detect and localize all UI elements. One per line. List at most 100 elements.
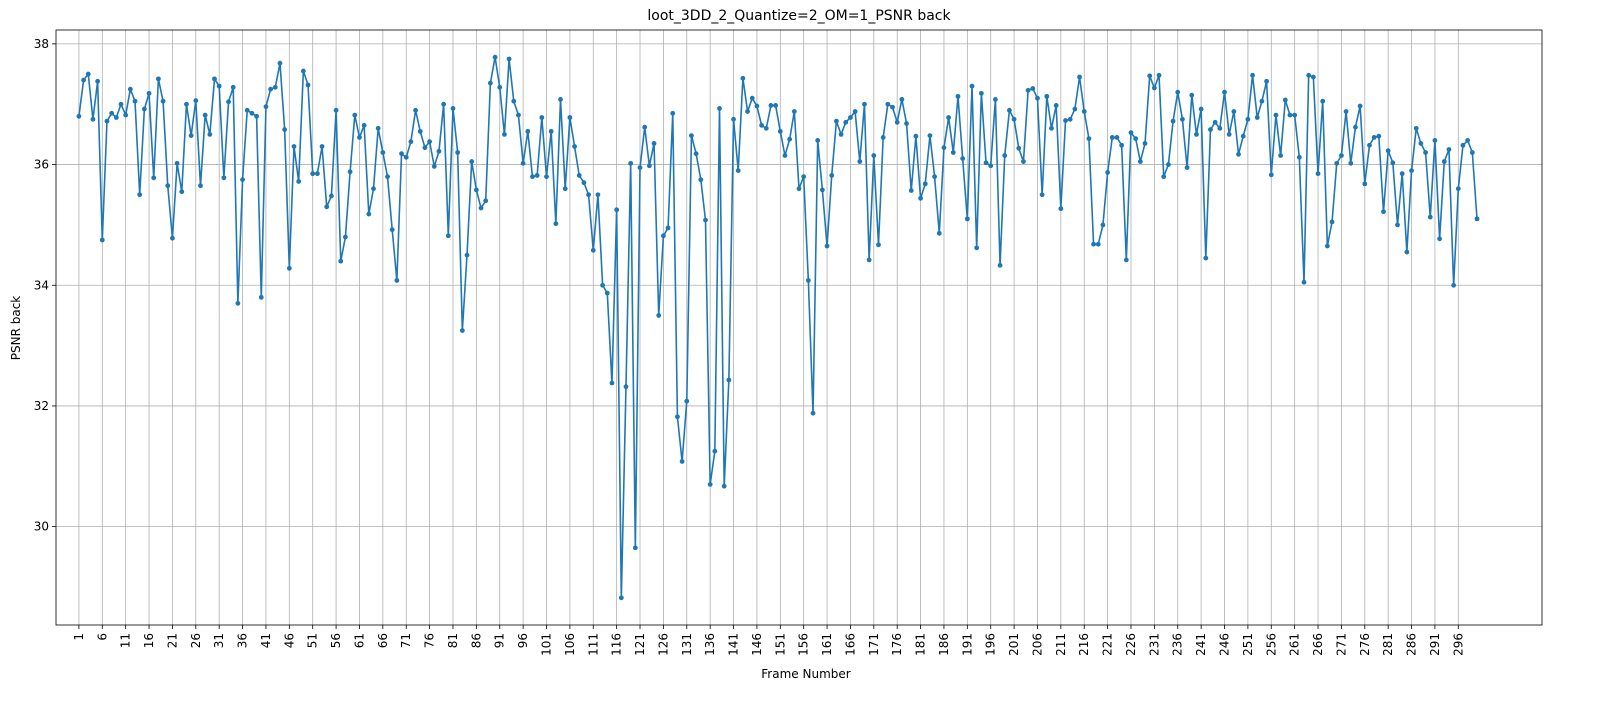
data-point [445,233,451,239]
data-point [413,107,418,113]
x-tick-label: 186 [937,633,951,656]
data-point [600,282,606,288]
data-point [1278,153,1284,158]
data-point [843,119,849,125]
data-point [431,163,437,169]
data-point [1432,138,1438,143]
data-point [1058,206,1064,212]
data-point [1128,130,1134,135]
y-tick-label: 32 [34,399,49,413]
series-layer [76,54,1480,601]
data-point [408,139,414,145]
data-point [590,247,596,253]
data-point [95,78,101,84]
data-point [745,109,750,114]
data-point [586,192,591,198]
data-point [473,187,479,193]
data-point [90,116,96,122]
data-point [1100,222,1106,228]
data-point [698,177,704,183]
x-tick-label: 71 [399,633,413,648]
data-point [464,252,470,258]
data-point [1049,125,1054,131]
x-tick-label: 21 [165,633,179,648]
data-point [539,115,545,120]
data-point [661,233,666,239]
data-point [230,84,236,90]
data-point [487,80,493,86]
data-point [1441,159,1447,164]
data-point [394,278,400,283]
data-point [567,115,573,120]
data-point [899,97,905,102]
data-point [202,112,208,118]
data-point [562,186,568,192]
x-tick-label: 241 [1194,633,1208,656]
data-point [450,106,456,111]
data-point [249,110,255,116]
data-point [319,144,325,149]
data-point [740,75,746,81]
data-point [1077,74,1082,80]
data-point [922,181,928,187]
data-point [1072,106,1078,112]
data-point [642,124,648,130]
data-point [773,103,779,108]
data-point [623,384,629,390]
data-point [1409,168,1414,174]
data-point [782,153,788,158]
data-point [749,95,755,101]
data-point [1423,150,1428,155]
data-point [478,205,484,211]
data-point [787,136,793,142]
data-point [632,545,638,551]
data-point [1339,153,1344,158]
data-point [777,128,783,134]
data-point [768,103,774,108]
data-point [371,186,376,192]
data-point [291,144,297,149]
x-tick-label: 121 [633,633,647,656]
data-point [1385,148,1391,154]
data-point [932,174,937,180]
x-tick-label: 31 [212,633,226,648]
data-point [1250,72,1255,78]
data-point [1175,89,1181,95]
data-point [483,198,489,204]
data-point [544,174,549,180]
data-point [1198,106,1204,112]
x-tick-label: 151 [773,633,787,656]
data-point [871,153,877,158]
data-point [516,112,521,118]
data-point [1404,249,1410,255]
grid-lines [56,30,1542,625]
x-tick-label: 246 [1218,633,1232,656]
data-point [890,104,895,110]
x-tick-label: 6 [95,633,109,641]
data-point [969,83,975,89]
data-point [422,145,428,151]
data-point [810,410,816,416]
data-point [1381,209,1386,215]
data-point [530,174,535,180]
data-point [1208,127,1213,132]
x-tick-label: 156 [797,633,811,656]
data-point [258,294,264,300]
data-point [862,101,867,107]
data-point [614,207,620,213]
data-point [1474,216,1480,222]
data-point [1427,214,1433,220]
data-point [1016,145,1022,151]
data-point [1189,92,1195,98]
data-point [1455,186,1461,192]
data-point [1460,142,1466,148]
data-point [277,60,283,66]
data-point [717,106,722,111]
data-point [1133,136,1139,142]
data-point [244,107,250,113]
x-tick-label: 111 [586,633,600,656]
tick-layer: 1 6 11 16 21 26 31 36 41 46 51 56 61 66 71 76 81 86 91 96 10… [34,37,1466,656]
data-point [1081,109,1087,114]
data-point [389,227,395,233]
data-point [1390,160,1396,166]
